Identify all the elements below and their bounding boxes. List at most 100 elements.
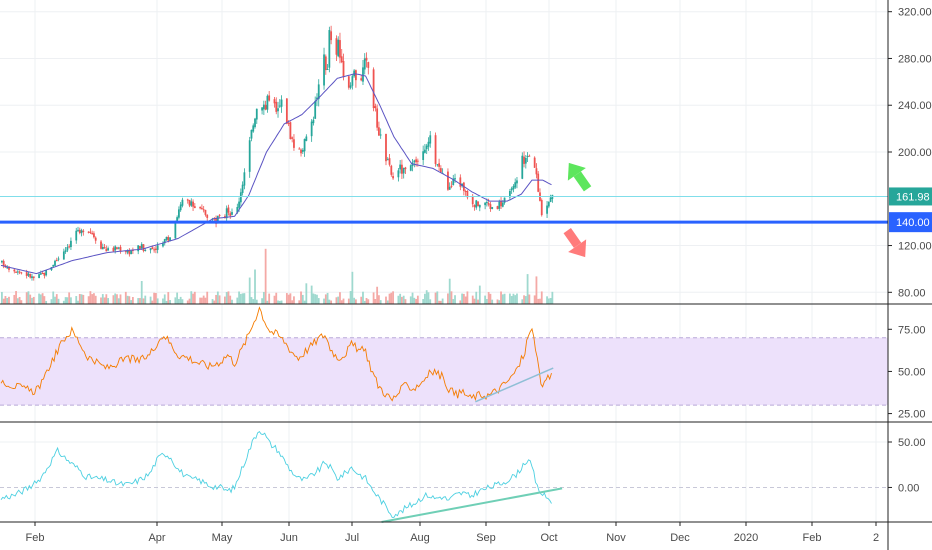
candle-body[interactable] [429, 135, 432, 144]
candle-body[interactable] [335, 38, 338, 55]
candle-body[interactable] [273, 99, 276, 104]
candle-body[interactable] [438, 163, 440, 167]
candle-body[interactable] [2, 260, 5, 267]
candle-body[interactable] [154, 248, 157, 250]
candle-body[interactable] [454, 178, 456, 180]
candle-body[interactable] [521, 155, 524, 179]
candle-body[interactable] [268, 95, 271, 101]
candle-body[interactable] [448, 186, 451, 190]
candle-body[interactable] [45, 269, 48, 276]
candle-body[interactable] [337, 39, 340, 57]
candle-body[interactable] [392, 176, 394, 179]
candle-body[interactable] [533, 157, 536, 168]
candle-body[interactable] [385, 134, 387, 162]
candle-body[interactable] [264, 104, 267, 110]
candle-body[interactable] [216, 216, 219, 223]
candle-body[interactable] [537, 173, 540, 192]
candle-body[interactable] [227, 207, 230, 213]
candle-body[interactable] [466, 191, 469, 198]
candle-body[interactable] [218, 214, 221, 216]
oscillator-line[interactable] [0, 430, 552, 518]
support-badge[interactable] [889, 212, 932, 233]
candle-body[interactable] [27, 273, 30, 276]
candle-body[interactable] [54, 260, 56, 266]
candle-body[interactable] [188, 199, 191, 206]
candle-body[interactable] [464, 191, 467, 193]
candle-body[interactable] [130, 250, 133, 255]
candle-body[interactable] [298, 148, 301, 150]
candle-body[interactable] [314, 101, 317, 119]
candle-body[interactable] [225, 208, 228, 219]
candle-body[interactable] [388, 158, 391, 165]
candle-body[interactable] [151, 247, 154, 250]
candle-body[interactable] [484, 202, 487, 206]
candle-body[interactable] [303, 139, 306, 152]
candle-body[interactable] [402, 167, 405, 174]
candle-body[interactable] [487, 202, 490, 205]
candle-body[interactable] [477, 201, 479, 207]
candle-body[interactable] [163, 239, 166, 244]
candle-body[interactable] [179, 204, 182, 211]
candle-body[interactable] [82, 230, 85, 232]
candle-body[interactable] [128, 250, 131, 255]
candle-body[interactable] [206, 214, 209, 218]
candle-body[interactable] [285, 98, 288, 124]
candle-body[interactable] [404, 167, 407, 170]
price-badges[interactable]: 161.98 140.00 [889, 187, 932, 233]
candle-body[interactable] [390, 165, 393, 175]
candle-body[interactable] [165, 236, 168, 240]
candle-body[interactable] [93, 233, 95, 238]
candle-body[interactable] [261, 107, 263, 111]
candle-body[interactable] [204, 209, 207, 215]
candle-body[interactable] [277, 108, 279, 112]
candle-body[interactable] [501, 202, 504, 207]
candle-body[interactable] [77, 229, 79, 231]
candle-body[interactable] [231, 212, 233, 215]
candle-body[interactable] [116, 247, 118, 250]
candle-body[interactable] [413, 160, 416, 163]
candle-body[interactable] [64, 250, 67, 253]
candle-body[interactable] [169, 237, 171, 242]
candle-body[interactable] [70, 240, 72, 248]
candle-body[interactable] [416, 160, 419, 162]
candle-body[interactable] [107, 248, 109, 251]
last-price-badge[interactable] [889, 187, 932, 206]
candle-body[interactable] [181, 199, 184, 206]
candle-body[interactable] [376, 108, 379, 128]
candle-body[interactable] [243, 172, 246, 186]
candle-body[interactable] [427, 141, 430, 147]
candle-body[interactable] [485, 202, 488, 204]
candle-body[interactable] [349, 85, 352, 88]
candle-body[interactable] [20, 272, 23, 274]
candle-body[interactable] [434, 135, 437, 164]
candle-body[interactable] [424, 149, 426, 153]
candle-body[interactable] [535, 168, 538, 175]
candle-body[interactable] [236, 207, 239, 213]
candle-body[interactable] [250, 129, 253, 139]
candle-body[interactable] [87, 231, 90, 233]
candle-body[interactable] [293, 139, 295, 148]
candle-body[interactable] [287, 122, 290, 124]
candle-body[interactable] [316, 97, 318, 100]
candle-body[interactable] [503, 197, 506, 203]
candle-body[interactable] [310, 121, 313, 137]
candle-body[interactable] [365, 57, 368, 61]
candle-body[interactable] [41, 273, 44, 275]
candle-body[interactable] [547, 202, 550, 207]
candle-body[interactable] [425, 145, 428, 150]
candle-body[interactable] [178, 209, 180, 218]
candle-body[interactable] [105, 248, 108, 252]
candle-body[interactable] [549, 197, 552, 202]
candle-body[interactable] [516, 180, 518, 184]
candle-body[interactable] [498, 201, 501, 209]
candle-body[interactable] [15, 271, 17, 273]
candle-body[interactable] [326, 69, 329, 71]
candle-body[interactable] [317, 84, 320, 100]
candle-body[interactable] [255, 108, 258, 120]
candle-body[interactable] [514, 182, 517, 188]
candle-body[interactable] [52, 264, 55, 267]
candle-body[interactable] [103, 246, 106, 249]
candle-body[interactable] [25, 272, 28, 276]
candle-body[interactable] [192, 201, 194, 207]
candle-body[interactable] [301, 150, 304, 152]
